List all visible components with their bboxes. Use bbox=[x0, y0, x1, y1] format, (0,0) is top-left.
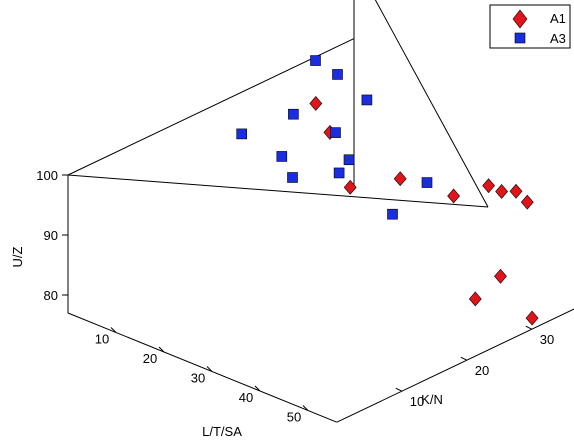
data-point-a3-square bbox=[343, 154, 355, 166]
data-point-a1-diamond bbox=[447, 188, 460, 204]
y-tick-mark bbox=[525, 325, 533, 330]
x-tick-label: 50 bbox=[287, 410, 301, 425]
data-point-a1-diamond bbox=[468, 291, 482, 307]
axes-layer: 1020304050102030408090100 bbox=[36, 0, 574, 425]
upper-diagonal-edge-line bbox=[374, 0, 489, 208]
y-tick-mark bbox=[395, 387, 403, 392]
legend: A1 A3 bbox=[489, 4, 571, 49]
x-tick-label: 10 bbox=[95, 332, 109, 347]
data-point-a3-square bbox=[330, 127, 341, 138]
y-axis-label: K/N bbox=[421, 392, 443, 407]
top-plane-back-edge-line bbox=[67, 38, 355, 176]
data-point-a3-square bbox=[310, 55, 321, 66]
data-point-a3-square bbox=[361, 94, 373, 106]
y-tick-label: 20 bbox=[475, 363, 489, 378]
legend-box bbox=[489, 4, 571, 49]
z-tick-label: 100 bbox=[36, 168, 58, 183]
data-point-a3-square bbox=[387, 208, 398, 220]
lower-diagonal-edge-line bbox=[67, 174, 489, 208]
y-tick-mark bbox=[460, 356, 468, 361]
x-tick-mark bbox=[110, 327, 117, 333]
x-tick-mark bbox=[206, 366, 213, 372]
data-point-a1-diamond bbox=[482, 178, 495, 194]
x-tick-label: 40 bbox=[239, 390, 253, 405]
legend-item-a1: A1 bbox=[512, 9, 566, 29]
data-point-a1-diamond bbox=[520, 194, 534, 210]
data-point-a3-square bbox=[288, 108, 299, 120]
y-tick-label: 10 bbox=[410, 394, 424, 409]
y-tick-label: 30 bbox=[540, 332, 554, 347]
data-point-a1-diamond bbox=[343, 179, 357, 195]
floor-front-edge-line bbox=[336, 308, 574, 423]
data-point-a3-square bbox=[333, 167, 345, 179]
data-point-a3-square bbox=[287, 172, 298, 183]
legend-marker-square bbox=[514, 32, 526, 44]
data-point-a3-square bbox=[332, 69, 343, 80]
z-tick-label: 90 bbox=[44, 228, 58, 243]
data-point-a1-diamond bbox=[494, 268, 507, 284]
x-tick-mark bbox=[254, 385, 261, 392]
x-tick-mark bbox=[158, 346, 165, 353]
data-point-a1-diamond bbox=[525, 310, 539, 326]
data-point-a3-square bbox=[421, 177, 433, 188]
z-axis-label: U/Z bbox=[10, 246, 25, 267]
data-point-a1-diamond bbox=[495, 183, 508, 199]
data-point-a1-diamond bbox=[509, 183, 523, 199]
x-tick-label: 30 bbox=[191, 371, 205, 386]
legend-label-a1: A1 bbox=[550, 11, 566, 26]
legend-label-a3: A3 bbox=[550, 31, 566, 46]
data-point-a3-square bbox=[236, 128, 247, 140]
x-axis-label: L/T/SA bbox=[202, 424, 242, 439]
data-point-a1-diamond bbox=[393, 171, 407, 187]
legend-item-a3: A3 bbox=[514, 31, 566, 46]
data-point-a1-diamond bbox=[309, 95, 323, 111]
z-tick-label: 80 bbox=[44, 288, 58, 303]
data-point-a3-square bbox=[276, 151, 288, 162]
x-tick-label: 20 bbox=[143, 351, 157, 366]
legend-marker-diamond bbox=[512, 9, 528, 29]
x-axis-line bbox=[67, 312, 337, 423]
points-layer bbox=[236, 55, 539, 326]
x-tick-mark bbox=[302, 405, 309, 411]
